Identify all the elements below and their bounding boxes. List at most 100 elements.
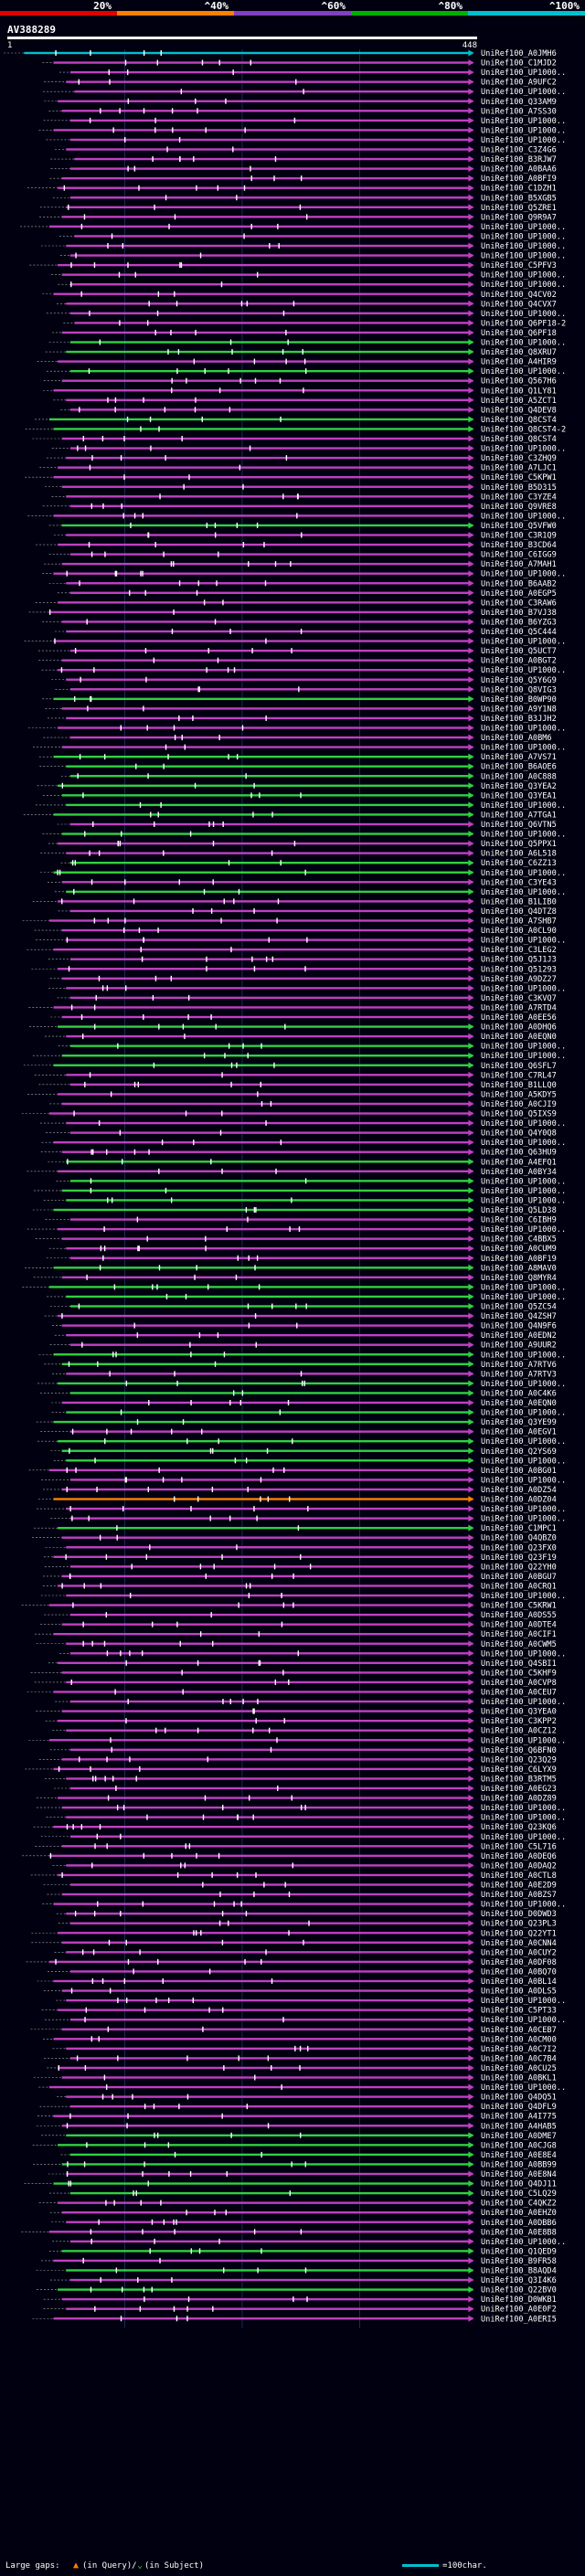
hit-end-arrow — [468, 136, 474, 143]
hit-row: UniRef100_A4HIR9 — [37, 358, 557, 367]
hit-bar — [61, 928, 473, 932]
hit-end-arrow — [468, 310, 474, 317]
hit-end-arrow — [468, 1515, 474, 1522]
hit-label: UniRef100_UP1000.. — [481, 117, 566, 126]
hit-bar — [58, 842, 473, 845]
hit-tick — [154, 117, 156, 123]
hit-tick — [244, 1958, 246, 1965]
hit-end-arrow — [468, 242, 474, 249]
hit-end-arrow — [468, 522, 474, 529]
hit-label: UniRef100_UP1000.. — [481, 937, 566, 946]
hit-tick — [88, 368, 90, 375]
hit-bar — [53, 1498, 473, 1500]
hit-row: UniRef100_UP1000.. — [38, 126, 566, 135]
hit-tick — [66, 1467, 68, 1473]
hit-bar — [69, 2153, 473, 2157]
hit-label: UniRef100_Q4CV02 — [481, 291, 557, 300]
hit-tick — [83, 2161, 86, 2168]
hit-tick — [256, 522, 259, 528]
hit-end-arrow — [468, 358, 474, 366]
hit-row: UniRef100_UP1000.. — [59, 252, 566, 261]
hit-tick — [230, 1062, 233, 1068]
hit-label: UniRef100_Q6PF18 — [481, 329, 557, 338]
hit-tick — [242, 1043, 244, 1049]
hit-row: UniRef100_C5PFV3 — [29, 261, 557, 270]
hit-bar — [74, 322, 473, 324]
hit-tick — [254, 1313, 257, 1320]
hit-tick — [76, 2055, 79, 2062]
hit-tick — [117, 1043, 119, 1049]
hit-tick — [94, 1776, 97, 1782]
hit-tick — [89, 850, 90, 856]
hit-tick — [82, 792, 84, 799]
hit-end-arrow — [468, 445, 474, 452]
hit-tick — [176, 2316, 178, 2322]
hit-tick — [220, 281, 223, 288]
hit-tick — [271, 1573, 273, 1579]
hit-label: UniRef100_A4I775 — [481, 2113, 557, 2122]
hit-tick — [138, 1246, 140, 1252]
hit-end-arrow — [468, 98, 474, 105]
hit-label: UniRef100_Q3YE99 — [481, 1418, 557, 1427]
hit-row: UniRef100_A0DZ04 — [38, 1496, 557, 1505]
hit-end-arrow — [468, 2103, 474, 2110]
hit-bar — [69, 1392, 473, 1394]
hit-tick — [289, 2190, 292, 2197]
hit-bar — [66, 1373, 473, 1375]
hit-tick — [66, 1824, 69, 1830]
hit-end-arrow — [468, 1871, 474, 1879]
hit-label: UniRef100_Q9R9A7 — [481, 213, 557, 222]
hit-end-arrow — [468, 1062, 474, 1069]
hit-end-arrow — [468, 685, 474, 693]
hit-tick — [247, 1053, 249, 1059]
hit-end-arrow — [468, 117, 474, 124]
hit-tick — [163, 551, 165, 557]
hit-label: UniRef100_UP1000.. — [481, 1833, 566, 1842]
hit-row: UniRef100_A0EGV1 — [40, 1428, 557, 1437]
hit-tick — [75, 1467, 77, 1473]
hit-tick — [196, 185, 197, 191]
hit-tick — [125, 985, 127, 991]
hit-label: UniRef100_UP1000.. — [481, 252, 566, 261]
hit-tick — [252, 811, 254, 818]
hit-row: UniRef100_A0EQN0 — [44, 1033, 557, 1042]
hit-row: UniRef100_UP1000.. — [33, 744, 566, 753]
hit-row: UniRef100_A0EE56 — [50, 1013, 557, 1023]
hit-tick — [167, 1998, 170, 2004]
hit-tick — [133, 513, 136, 519]
hit-row: UniRef100_A0DEQ6 — [22, 1852, 557, 1861]
hit-tick — [180, 89, 183, 95]
hit-bar — [66, 2047, 473, 2051]
hit-tick — [63, 185, 66, 191]
hit-label: UniRef100_A0DF08 — [481, 1958, 557, 1967]
hit-tick — [99, 1824, 101, 1830]
hit-end-arrow — [468, 1389, 474, 1396]
hit-bar — [53, 813, 473, 816]
hit-row: UniRef100_UP1000.. — [37, 1437, 566, 1447]
hit-row: UniRef100_A0CJG8 — [32, 2141, 557, 2150]
hit-end-arrow — [468, 1206, 474, 1214]
hit-row: UniRef100_A0CL90 — [34, 927, 557, 936]
hit-label: UniRef100_B1LLQ0 — [481, 1081, 557, 1090]
hit-bar — [66, 495, 473, 498]
hit-row: UniRef100_Q2YS69 — [50, 1447, 557, 1457]
hit-bar — [66, 1507, 473, 1511]
hit-row: UniRef100_A0BGU7 — [42, 1573, 557, 1582]
hit-bar — [53, 640, 473, 642]
hit-end-arrow — [468, 2141, 474, 2148]
hit-end-arrow — [468, 946, 474, 953]
hit-label: UniRef100_A0EGP5 — [481, 589, 557, 599]
hit-tick — [183, 483, 185, 490]
hit-tick — [296, 513, 298, 519]
hit-bar — [69, 958, 473, 960]
hit-tick — [170, 975, 173, 981]
hit-end-arrow — [468, 88, 474, 95]
hit-end-arrow — [468, 532, 474, 538]
hit-tick — [300, 2229, 303, 2235]
hit-label: UniRef100_B8AQD4 — [481, 2267, 557, 2276]
hit-tick — [245, 773, 247, 779]
hit-tick — [142, 2171, 144, 2177]
hit-row: UniRef100_A7TGA1 — [23, 811, 557, 820]
hit-end-arrow — [468, 965, 474, 972]
hit-tick — [123, 928, 125, 934]
